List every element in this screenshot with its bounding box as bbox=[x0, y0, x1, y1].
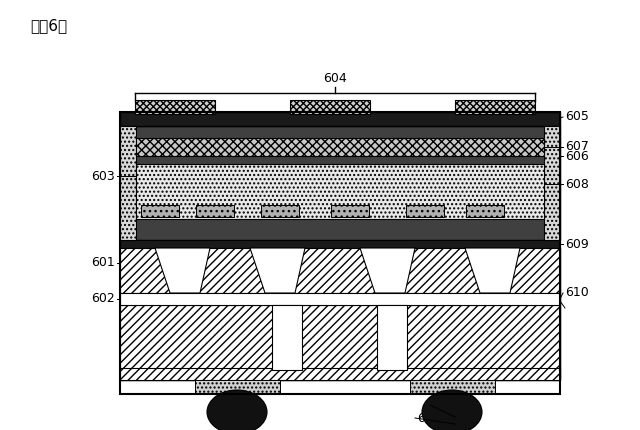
Bar bbox=[120, 305, 560, 380]
Bar bbox=[261, 205, 299, 217]
Bar bbox=[410, 380, 495, 394]
Text: 610: 610 bbox=[565, 286, 589, 300]
Bar bbox=[544, 126, 560, 240]
Text: 601: 601 bbox=[92, 257, 115, 270]
Bar bbox=[120, 293, 560, 305]
Polygon shape bbox=[272, 305, 302, 370]
Bar bbox=[120, 248, 560, 380]
Bar bbox=[455, 100, 535, 114]
Polygon shape bbox=[360, 248, 415, 293]
Text: 603: 603 bbox=[92, 169, 115, 182]
Text: 606: 606 bbox=[565, 150, 589, 163]
Ellipse shape bbox=[207, 390, 267, 430]
Bar bbox=[136, 164, 544, 219]
Text: 604: 604 bbox=[323, 72, 347, 85]
Bar bbox=[136, 138, 544, 156]
Polygon shape bbox=[155, 248, 210, 293]
Bar bbox=[196, 205, 234, 217]
Bar bbox=[406, 205, 444, 217]
Text: 【図6】: 【図6】 bbox=[30, 18, 67, 33]
Bar bbox=[135, 100, 215, 114]
Polygon shape bbox=[465, 248, 520, 293]
Polygon shape bbox=[377, 305, 407, 370]
Bar bbox=[290, 100, 370, 114]
Bar bbox=[120, 126, 136, 240]
Bar bbox=[120, 368, 560, 380]
Bar bbox=[120, 126, 560, 240]
Bar bbox=[120, 248, 560, 293]
Text: 605: 605 bbox=[565, 111, 589, 123]
Bar bbox=[141, 205, 179, 217]
Text: 609: 609 bbox=[565, 237, 589, 251]
Text: 602: 602 bbox=[92, 292, 115, 305]
Text: 611: 611 bbox=[432, 399, 456, 412]
Text: 607: 607 bbox=[565, 141, 589, 154]
Text: 608: 608 bbox=[565, 178, 589, 190]
Bar bbox=[120, 112, 560, 394]
Ellipse shape bbox=[422, 390, 482, 430]
Bar bbox=[466, 205, 504, 217]
Bar bbox=[120, 240, 560, 248]
Bar bbox=[195, 380, 280, 394]
Text: 612: 612 bbox=[417, 412, 440, 424]
Bar bbox=[331, 205, 369, 217]
Polygon shape bbox=[250, 248, 305, 293]
Bar bbox=[120, 112, 560, 126]
